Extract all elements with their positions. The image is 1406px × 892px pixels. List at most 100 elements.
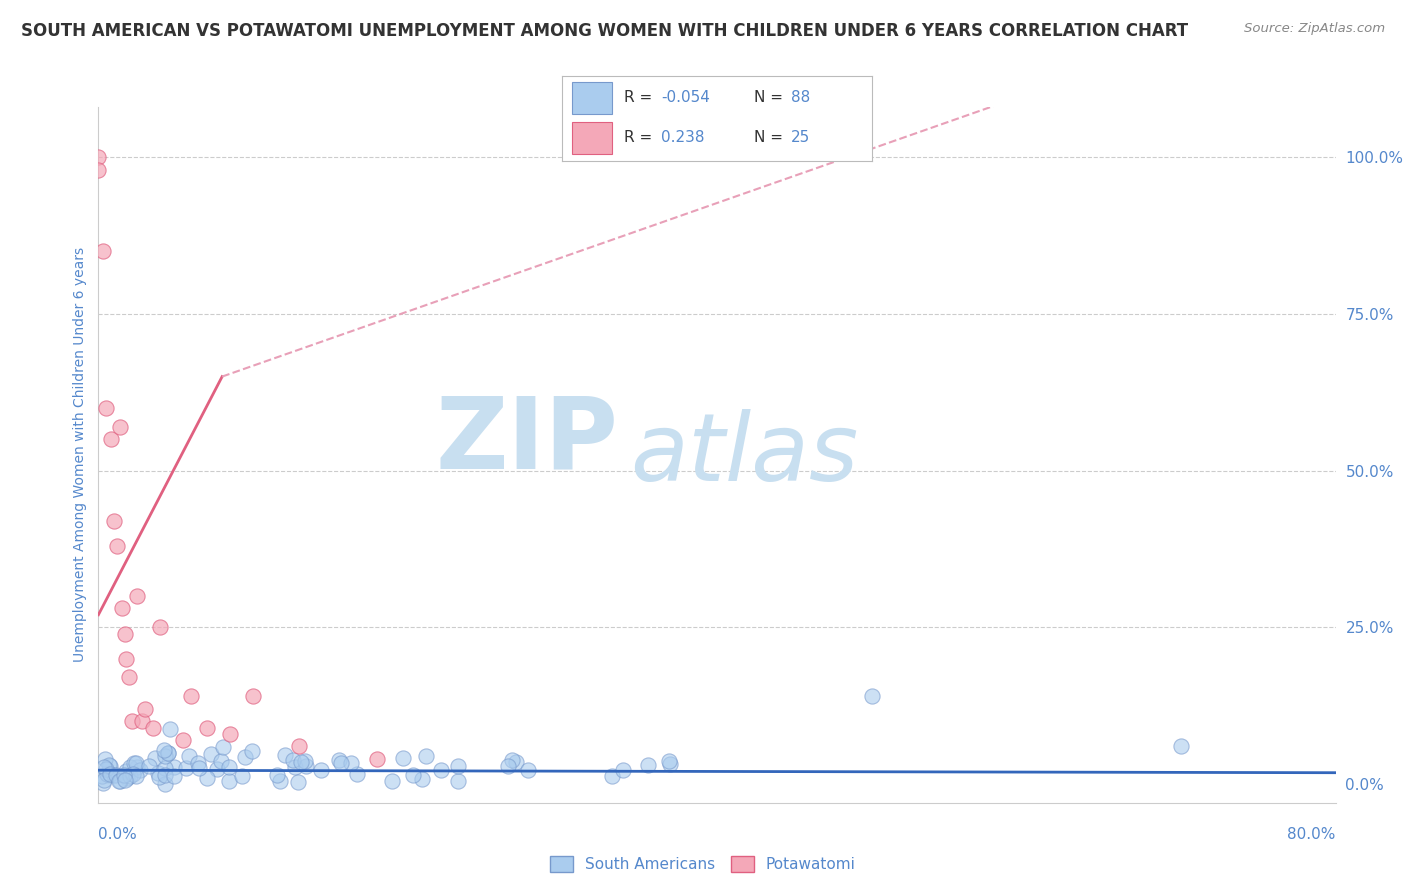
Point <box>93 773 115 788</box>
Point <box>309 763 332 777</box>
Point <box>411 772 433 786</box>
Text: ZIP: ZIP <box>436 392 619 490</box>
Point <box>173 733 195 747</box>
Point <box>269 774 291 789</box>
Legend: South Americans, Potawatomi: South Americans, Potawatomi <box>543 848 863 880</box>
Point <box>218 760 240 774</box>
Point <box>205 762 228 776</box>
Point <box>233 749 256 764</box>
Point <box>115 764 138 778</box>
Point <box>120 769 142 783</box>
Point <box>200 747 222 761</box>
Point <box>87 162 110 177</box>
Point <box>148 771 170 785</box>
Point <box>392 750 415 764</box>
Point <box>122 756 145 770</box>
Point <box>381 773 404 788</box>
Point <box>98 768 121 782</box>
Bar <box>572 82 612 114</box>
Point <box>98 767 121 781</box>
Point <box>112 768 135 782</box>
Point <box>240 744 263 758</box>
Point <box>242 690 264 704</box>
Point <box>860 690 883 704</box>
Point <box>96 401 118 415</box>
Point <box>163 760 186 774</box>
Text: 88: 88 <box>792 90 810 105</box>
Point <box>281 753 304 767</box>
Point <box>125 756 148 770</box>
Point <box>125 760 148 774</box>
Point <box>195 721 218 735</box>
Point <box>152 743 174 757</box>
Text: Source: ZipAtlas.com: Source: ZipAtlas.com <box>1244 22 1385 36</box>
Point <box>290 755 312 769</box>
Point <box>446 758 468 772</box>
Point <box>91 244 114 259</box>
Point <box>108 774 131 789</box>
Point <box>91 776 114 790</box>
Point <box>180 690 202 704</box>
Point <box>429 764 451 778</box>
Point <box>100 432 122 446</box>
Point <box>103 514 125 528</box>
Text: 0.0%: 0.0% <box>98 827 138 841</box>
Point <box>129 763 152 777</box>
Point <box>346 767 368 781</box>
Y-axis label: Unemployment Among Women with Children Under 6 years: Unemployment Among Women with Children U… <box>73 247 87 663</box>
Point <box>284 760 307 774</box>
Point <box>105 539 128 553</box>
Point <box>125 769 148 783</box>
Point <box>231 769 253 783</box>
Point <box>103 768 125 782</box>
Point <box>120 760 142 774</box>
Point <box>612 763 634 777</box>
Point <box>108 773 131 788</box>
Point <box>98 757 121 772</box>
Point <box>218 774 240 789</box>
Point <box>117 771 139 785</box>
Text: SOUTH AMERICAN VS POTAWATOMI UNEMPLOYMENT AMONG WOMEN WITH CHILDREN UNDER 6 YEAR: SOUTH AMERICAN VS POTAWATOMI UNEMPLOYMEN… <box>21 22 1188 40</box>
Point <box>156 746 179 760</box>
Point <box>195 771 218 785</box>
Point <box>153 777 176 791</box>
Point <box>108 419 131 434</box>
Point <box>187 756 209 770</box>
Point <box>187 761 209 775</box>
Point <box>111 601 134 615</box>
Point <box>148 766 170 780</box>
Point <box>174 761 197 775</box>
Point <box>114 772 136 787</box>
Point <box>138 759 160 773</box>
Point <box>415 749 437 764</box>
Point <box>149 620 172 634</box>
Text: 0.238: 0.238 <box>661 130 704 145</box>
Point <box>266 767 288 781</box>
Point <box>501 753 523 767</box>
Point <box>127 589 149 603</box>
Point <box>212 739 235 754</box>
Point <box>659 756 682 771</box>
Point <box>1170 739 1192 754</box>
Text: R =: R = <box>624 90 658 105</box>
Point <box>121 714 143 729</box>
Point <box>177 748 200 763</box>
Point <box>115 651 138 665</box>
Point <box>93 759 115 773</box>
Point <box>98 759 121 773</box>
Bar <box>572 121 612 153</box>
Point <box>447 774 470 789</box>
Point <box>287 775 309 789</box>
Point <box>121 767 143 781</box>
Text: 80.0%: 80.0% <box>1288 827 1336 841</box>
Point <box>159 722 181 736</box>
Point <box>90 769 112 783</box>
Point <box>294 754 316 768</box>
Point <box>274 747 297 762</box>
Point <box>366 752 388 766</box>
Point <box>153 748 176 763</box>
Point <box>219 727 242 741</box>
Point <box>131 714 153 729</box>
Text: 25: 25 <box>792 130 810 145</box>
Point <box>87 150 110 164</box>
